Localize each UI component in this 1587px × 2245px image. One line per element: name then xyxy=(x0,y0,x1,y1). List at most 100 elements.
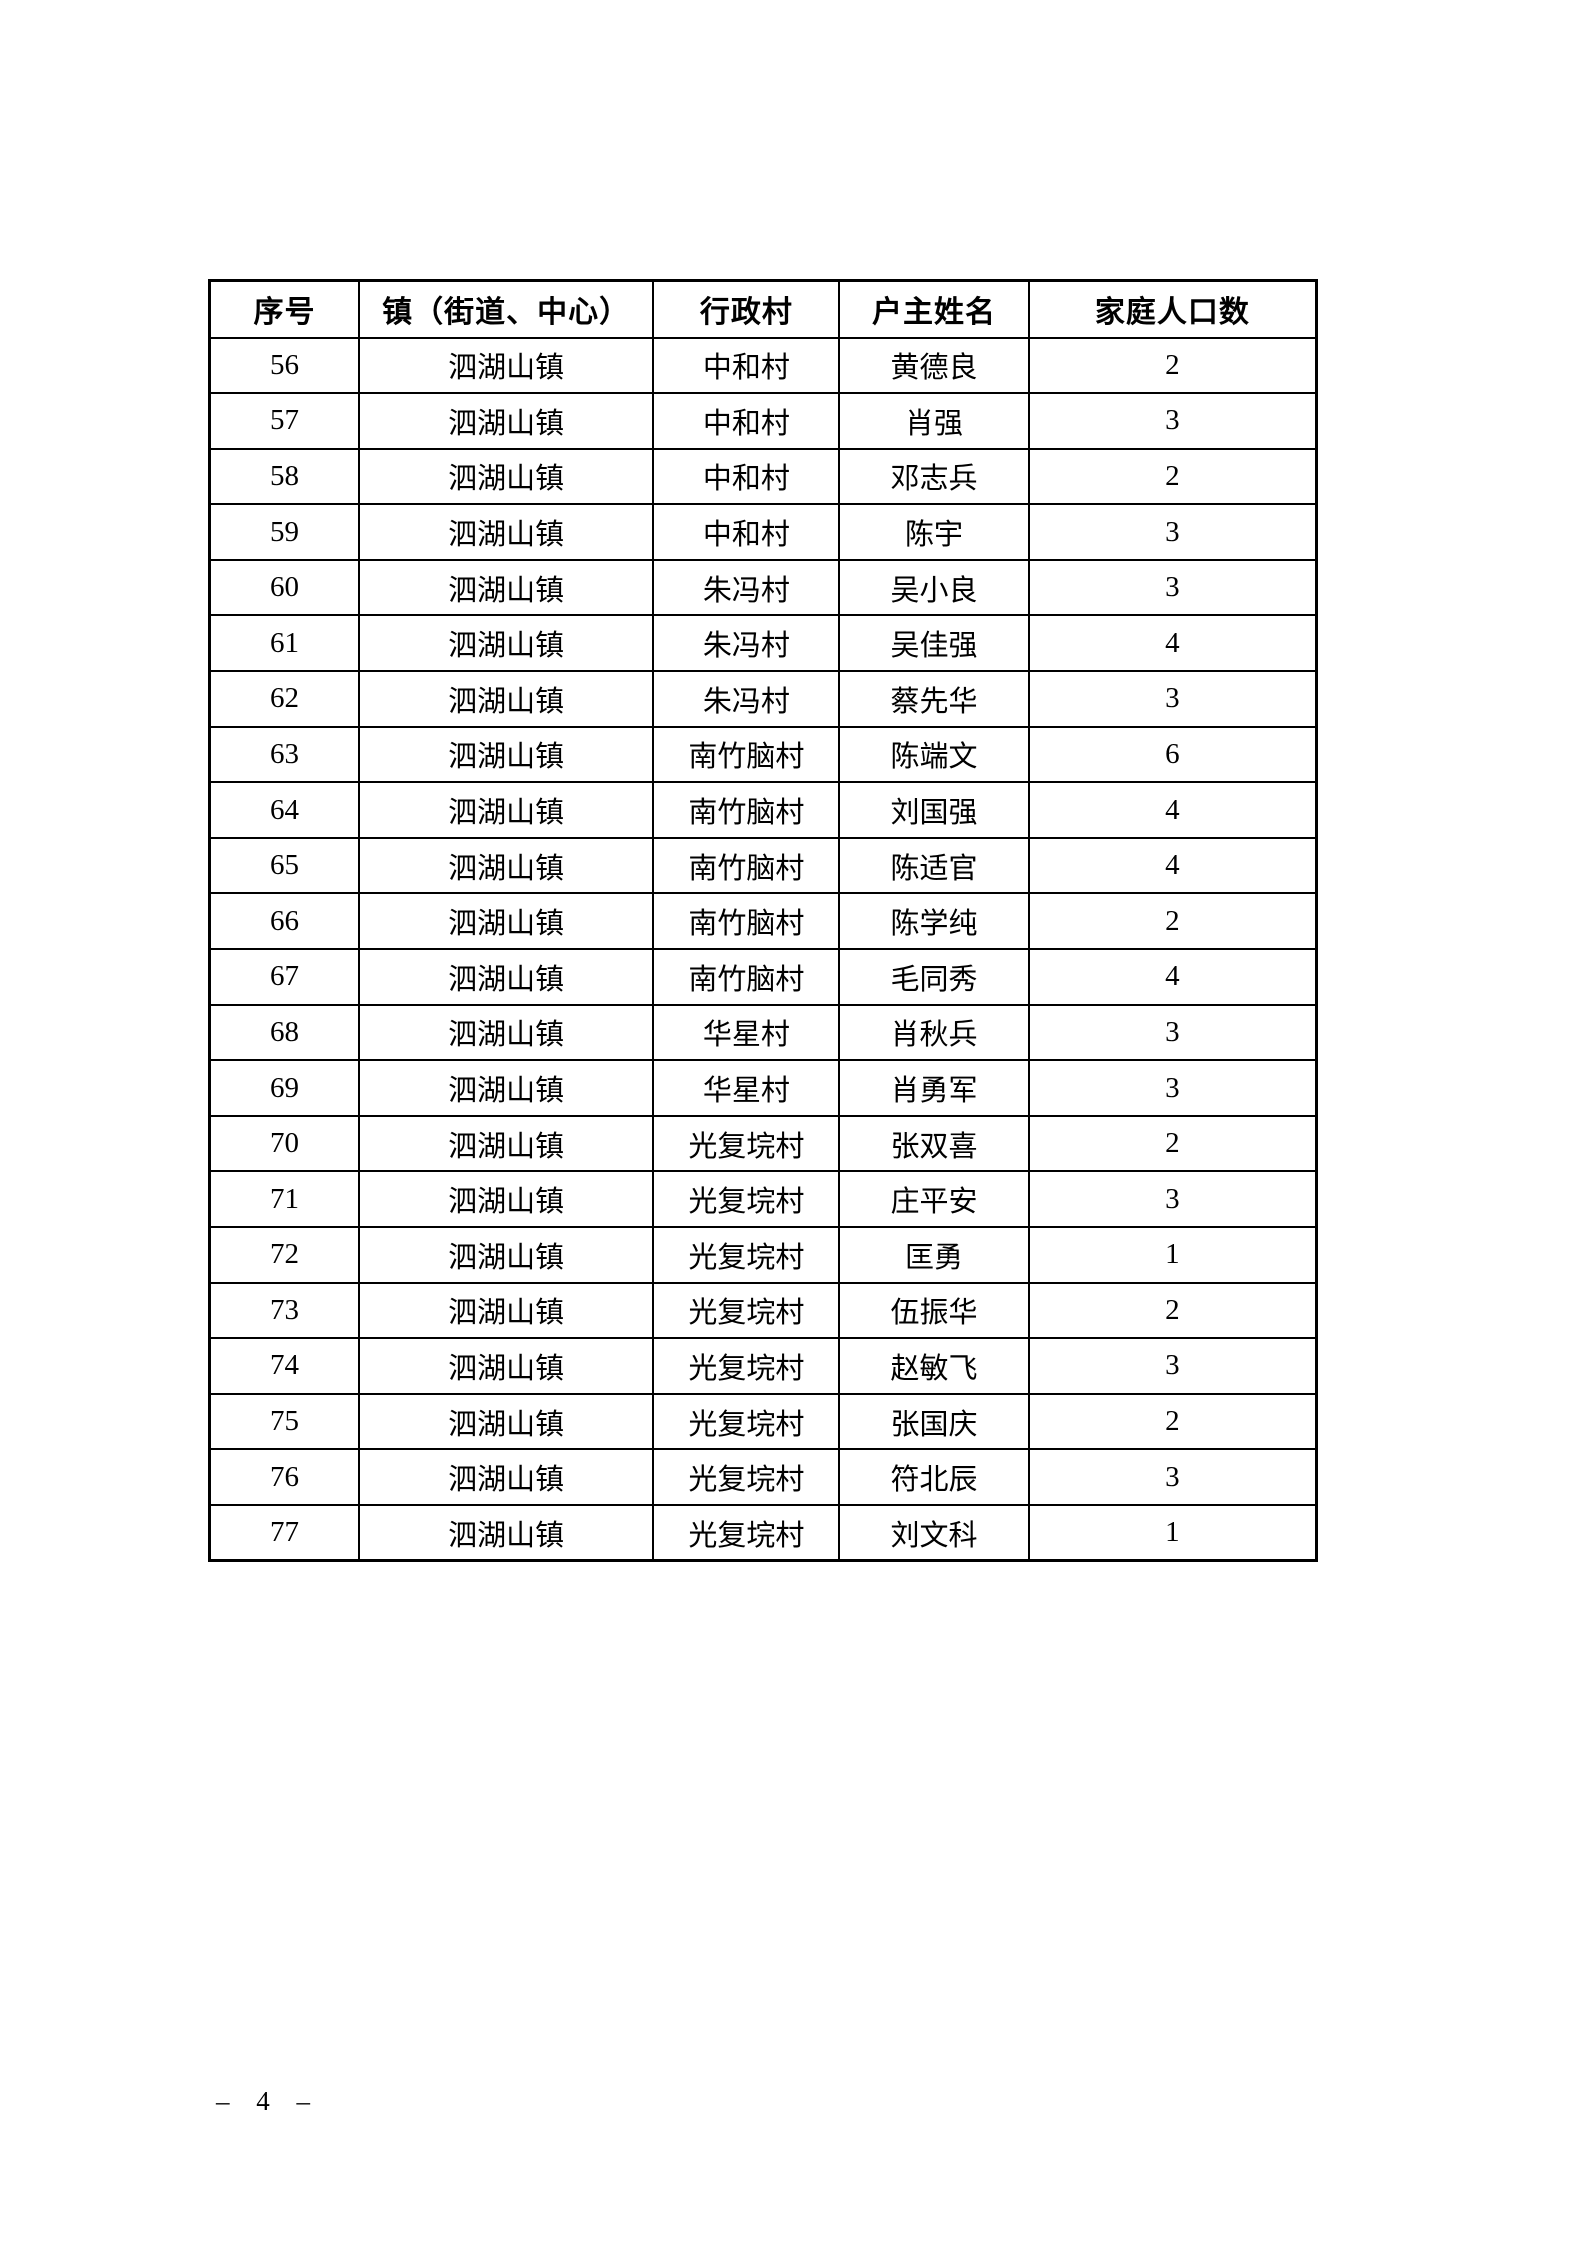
table-row: 76 泗湖山镇 光复垸村 符北辰 3 xyxy=(208,1448,1318,1506)
table-row: 58 泗湖山镇 中和村 邓志兵 2 xyxy=(208,447,1318,506)
table-cell: 泗湖山镇 xyxy=(357,781,655,839)
column-header: 家庭人口数 xyxy=(1027,279,1318,339)
table-cell: 3 xyxy=(1027,1059,1318,1117)
table-cell: 56 xyxy=(208,336,360,395)
table-cell: 泗湖山镇 xyxy=(357,1337,655,1395)
table-cell: 南竹脑村 xyxy=(652,725,841,784)
table-cell: 泗湖山镇 xyxy=(357,836,655,895)
table-cell: 泗湖山镇 xyxy=(357,1059,655,1117)
table-cell: 泗湖山镇 xyxy=(357,892,655,951)
table-cell: 光复垸村 xyxy=(652,1114,841,1173)
table-row: 68 泗湖山镇 华星村 肖秋兵 3 xyxy=(208,1003,1318,1062)
table-cell: 蔡先华 xyxy=(838,670,1030,728)
table-cell: 华星村 xyxy=(652,1003,841,1062)
table-cell: 57 xyxy=(208,392,360,450)
table-cell: 59 xyxy=(208,503,360,561)
table-cell: 3 xyxy=(1027,670,1318,728)
table-row: 61 泗湖山镇 朱冯村 吴佳强 4 xyxy=(208,614,1318,673)
table-cell: 南竹脑村 xyxy=(652,948,841,1006)
table-cell: 光复垸村 xyxy=(652,1448,841,1506)
table-cell: 南竹脑村 xyxy=(652,781,841,839)
table-cell: 3 xyxy=(1027,392,1318,450)
table-head: 序号 镇（街道、中心） 行政村 户主姓名 家庭人口数 xyxy=(208,279,1318,339)
table-cell: 肖秋兵 xyxy=(838,1003,1030,1062)
table-cell: 陈宇 xyxy=(838,503,1030,561)
table-cell: 庄平安 xyxy=(838,1170,1030,1228)
table-cell: 67 xyxy=(208,948,360,1006)
table-cell: 泗湖山镇 xyxy=(357,558,655,617)
table-cell: 61 xyxy=(208,614,360,673)
table-header-row: 序号 镇（街道、中心） 行政村 户主姓名 家庭人口数 xyxy=(208,279,1318,339)
table-body: 56 泗湖山镇 中和村 黄德良 2 57 泗湖山镇 中和村 肖强 3 58 泗湖山镇 中和村 邓志兵 2 59… xyxy=(208,336,1318,1562)
column-header: 行政村 xyxy=(652,279,841,339)
table-cell: 光复垸村 xyxy=(652,1503,841,1562)
table-cell: 光复垸村 xyxy=(652,1337,841,1395)
table-cell: 陈端文 xyxy=(838,725,1030,784)
table-cell: 光复垸村 xyxy=(652,1170,841,1228)
table-row: 72 泗湖山镇 光复垸村 匡勇 1 xyxy=(208,1226,1318,1284)
table-cell: 肖强 xyxy=(838,392,1030,450)
table-cell: 光复垸村 xyxy=(652,1226,841,1284)
table-cell: 黄德良 xyxy=(838,336,1030,395)
table-cell: 华星村 xyxy=(652,1059,841,1117)
table-cell: 伍振华 xyxy=(838,1281,1030,1340)
table-cell: 泗湖山镇 xyxy=(357,1392,655,1451)
table-cell: 朱冯村 xyxy=(652,670,841,728)
table-row: 66 泗湖山镇 南竹脑村 陈学纯 2 xyxy=(208,892,1318,951)
table-cell: 2 xyxy=(1027,447,1318,506)
table-cell: 中和村 xyxy=(652,503,841,561)
table-row: 59 泗湖山镇 中和村 陈宇 3 xyxy=(208,503,1318,561)
table-row: 62 泗湖山镇 朱冯村 蔡先华 3 xyxy=(208,670,1318,728)
table-cell: 符北辰 xyxy=(838,1448,1030,1506)
table-cell: 64 xyxy=(208,781,360,839)
table-cell: 张国庆 xyxy=(838,1392,1030,1451)
table-cell: 泗湖山镇 xyxy=(357,336,655,395)
table-cell: 63 xyxy=(208,725,360,784)
table-cell: 泗湖山镇 xyxy=(357,948,655,1006)
table-row: 77 泗湖山镇 光复垸村 刘文科 1 xyxy=(208,1503,1318,1562)
table-cell: 2 xyxy=(1027,892,1318,951)
table-row: 65 泗湖山镇 南竹脑村 陈适官 4 xyxy=(208,836,1318,895)
table-cell: 中和村 xyxy=(652,447,841,506)
table-cell: 泗湖山镇 xyxy=(357,447,655,506)
table-cell: 肖勇军 xyxy=(838,1059,1030,1117)
table-cell: 泗湖山镇 xyxy=(357,725,655,784)
table-cell: 3 xyxy=(1027,1448,1318,1506)
table-row: 70 泗湖山镇 光复垸村 张双喜 2 xyxy=(208,1114,1318,1173)
table-row: 71 泗湖山镇 光复垸村 庄平安 3 xyxy=(208,1170,1318,1228)
table-cell: 1 xyxy=(1027,1503,1318,1562)
table-cell: 中和村 xyxy=(652,392,841,450)
table-cell: 3 xyxy=(1027,1170,1318,1228)
table-cell: 光复垸村 xyxy=(652,1281,841,1340)
table-cell: 70 xyxy=(208,1114,360,1173)
table-cell: 光复垸村 xyxy=(652,1392,841,1451)
table-cell: 3 xyxy=(1027,1003,1318,1062)
table-cell: 2 xyxy=(1027,1392,1318,1451)
table-cell: 60 xyxy=(208,558,360,617)
page-number: – 4 – xyxy=(216,2086,320,2116)
table-row: 73 泗湖山镇 光复垸村 伍振华 2 xyxy=(208,1281,1318,1340)
column-header: 户主姓名 xyxy=(838,279,1030,339)
table-cell: 2 xyxy=(1027,1114,1318,1173)
household-roster-table: 序号 镇（街道、中心） 行政村 户主姓名 家庭人口数 56 泗湖山镇 中和村 黄德良 2 57 泗湖… xyxy=(208,279,1318,1563)
table-cell: 71 xyxy=(208,1170,360,1228)
table-cell: 南竹脑村 xyxy=(652,836,841,895)
table-cell: 4 xyxy=(1027,614,1318,673)
table-cell: 74 xyxy=(208,1337,360,1395)
table-cell: 泗湖山镇 xyxy=(357,1114,655,1173)
table-cell: 刘文科 xyxy=(838,1503,1030,1562)
table-cell: 泗湖山镇 xyxy=(357,1281,655,1340)
column-header: 序号 xyxy=(208,279,360,339)
table-row: 67 泗湖山镇 南竹脑村 毛同秀 4 xyxy=(208,948,1318,1006)
table-cell: 泗湖山镇 xyxy=(357,1170,655,1228)
table-cell: 匡勇 xyxy=(838,1226,1030,1284)
table-cell: 南竹脑村 xyxy=(652,892,841,951)
table-cell: 3 xyxy=(1027,1337,1318,1395)
table-row: 64 泗湖山镇 南竹脑村 刘国强 4 xyxy=(208,781,1318,839)
table-cell: 吴佳强 xyxy=(838,614,1030,673)
table-cell: 中和村 xyxy=(652,336,841,395)
table-cell: 69 xyxy=(208,1059,360,1117)
table-cell: 朱冯村 xyxy=(652,614,841,673)
table-cell: 4 xyxy=(1027,781,1318,839)
table-row: 56 泗湖山镇 中和村 黄德良 2 xyxy=(208,336,1318,395)
